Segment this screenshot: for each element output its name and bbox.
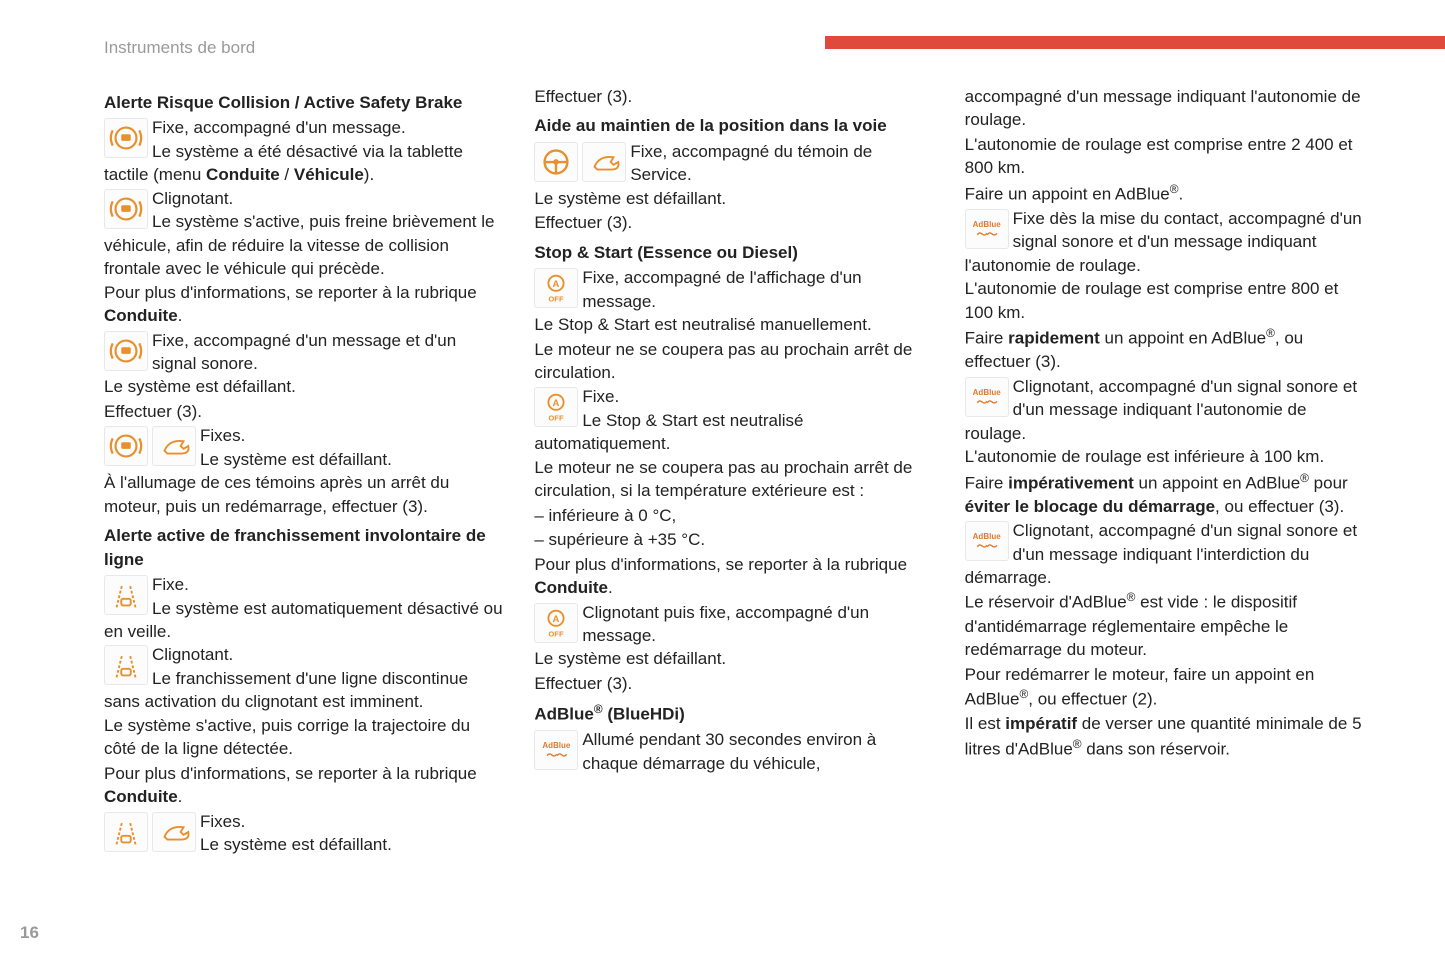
text: Fixes. bbox=[200, 812, 245, 831]
svg-text:A: A bbox=[553, 614, 560, 625]
collision-warning-icon bbox=[104, 331, 148, 371]
adblue-icon bbox=[965, 209, 1009, 249]
text: Le système est automatiquement désactivé… bbox=[104, 599, 503, 641]
text: Le système s'active, puis freine brièvem… bbox=[104, 212, 494, 278]
text: Fixes. bbox=[200, 426, 245, 445]
page-content: Alerte Risque Collision / Active Safety … bbox=[104, 85, 1365, 913]
text: Fixe, accompagné d'un message. bbox=[152, 118, 406, 137]
service-wrench-icon bbox=[582, 142, 626, 182]
svg-text:OFF: OFF bbox=[549, 629, 565, 638]
text: Le système est défaillant. bbox=[200, 450, 392, 469]
text: Fixe, accompagné d'un message et d'un si… bbox=[152, 331, 456, 373]
text: Il est impératif de verser une quantité … bbox=[965, 712, 1365, 761]
text: Effectuer (3). bbox=[534, 672, 934, 695]
text: Le franchissement d'une ligne discontinu… bbox=[104, 669, 468, 711]
heading-collision: Alerte Risque Collision / Active Safety … bbox=[104, 91, 504, 114]
adblue-icon bbox=[965, 377, 1009, 417]
text: Clignotant, accompagné d'un signal sonor… bbox=[965, 521, 1357, 587]
text: À l'allumage de ces témoins après un arr… bbox=[104, 471, 504, 518]
svg-text:OFF: OFF bbox=[549, 414, 565, 423]
text: Le système est défaillant. bbox=[534, 187, 934, 210]
text: Pour plus d'informations, se reporter à … bbox=[534, 553, 934, 600]
svg-text:A: A bbox=[553, 398, 560, 409]
text: Clignotant, accompagné d'un signal sonor… bbox=[965, 377, 1357, 443]
text: Faire impérativement un appoint en AdBlu… bbox=[965, 470, 1365, 519]
text: Le Stop & Start est neutralisé manuellem… bbox=[534, 313, 934, 336]
text: Fixe, accompagné de l'affichage d'un mes… bbox=[582, 268, 861, 310]
text: Clignotant. bbox=[152, 189, 233, 208]
text: – supérieure à +35 °C. bbox=[534, 528, 934, 551]
heading-stop-start: Stop & Start (Essence ou Diesel) bbox=[534, 241, 934, 264]
service-wrench-icon bbox=[152, 426, 196, 466]
stop-start-off-icon: A OFF bbox=[534, 603, 578, 643]
section-header: Instruments de bord bbox=[0, 38, 1445, 58]
text: L'autonomie de roulage est comprise entr… bbox=[965, 133, 1365, 180]
text: Faire rapidement un appoint en AdBlue®, … bbox=[965, 325, 1365, 374]
text: Fixe. bbox=[582, 387, 619, 406]
text: Le système est défaillant. bbox=[104, 375, 504, 398]
stop-start-off-icon: A OFF bbox=[534, 268, 578, 308]
text: Pour plus d'informations, se reporter à … bbox=[104, 762, 504, 809]
service-wrench-icon bbox=[152, 812, 196, 852]
text: Fixe dès la mise du contact, accompagné … bbox=[965, 209, 1362, 275]
svg-text:OFF: OFF bbox=[549, 294, 565, 303]
text: Le système est défaillant. bbox=[534, 647, 934, 670]
text: Le système a été désactivé via la tablet… bbox=[104, 142, 463, 184]
steering-wheel-icon bbox=[534, 142, 578, 182]
adblue-icon bbox=[965, 521, 1009, 561]
page-number: 16 bbox=[20, 923, 39, 943]
text: Le réservoir d'AdBlue® est vide : le dis… bbox=[965, 589, 1365, 661]
text: Faire un appoint en AdBlue®. bbox=[965, 181, 1365, 206]
lane-departure-icon bbox=[104, 812, 148, 852]
text: L'autonomie de roulage est comprise entr… bbox=[965, 277, 1365, 324]
lane-departure-icon bbox=[104, 645, 148, 685]
text: Effectuer (3). bbox=[104, 400, 504, 423]
heading-lane-departure: Alerte active de franchissement involont… bbox=[104, 524, 504, 571]
collision-warning-icon bbox=[104, 118, 148, 158]
text: Clignotant. bbox=[152, 645, 233, 664]
text: Allumé pendant 30 secondes environ à cha… bbox=[582, 730, 876, 772]
heading-lane-keeping: Aide au maintien de la position dans la … bbox=[534, 114, 934, 137]
text: Le moteur ne se coupera pas au prochain … bbox=[534, 338, 934, 385]
adblue-icon bbox=[534, 730, 578, 770]
text: Pour plus d'informations, se reporter à … bbox=[104, 281, 504, 328]
heading-adblue: AdBlue® (BlueHDi) bbox=[534, 701, 934, 726]
collision-warning-icon bbox=[104, 426, 148, 466]
text: Fixe. bbox=[152, 575, 189, 594]
text: Le système est défaillant. bbox=[200, 835, 392, 854]
svg-text:A: A bbox=[553, 279, 560, 290]
text: accompagné d'un message indiquant l'auto… bbox=[965, 85, 1365, 132]
text: Le moteur ne se coupera pas au prochain … bbox=[534, 456, 934, 503]
text: Clignotant puis fixe, accompagné d'un me… bbox=[582, 603, 869, 645]
stop-start-off-icon: A OFF bbox=[534, 387, 578, 427]
text: Le système s'active, puis corrige la tra… bbox=[104, 714, 504, 761]
text: Effectuer (3). bbox=[534, 211, 934, 234]
lane-departure-icon bbox=[104, 575, 148, 615]
text: – inférieure à 0 °C, bbox=[534, 504, 934, 527]
collision-warning-icon bbox=[104, 189, 148, 229]
text: L'autonomie de roulage est inférieure à … bbox=[965, 445, 1365, 468]
section-title: Instruments de bord bbox=[104, 38, 255, 58]
text: Fixe, accompagné du témoin de Service. bbox=[630, 142, 872, 184]
text: Effectuer (3). bbox=[534, 85, 934, 108]
text: Pour redémarrer le moteur, faire un appo… bbox=[965, 663, 1365, 712]
